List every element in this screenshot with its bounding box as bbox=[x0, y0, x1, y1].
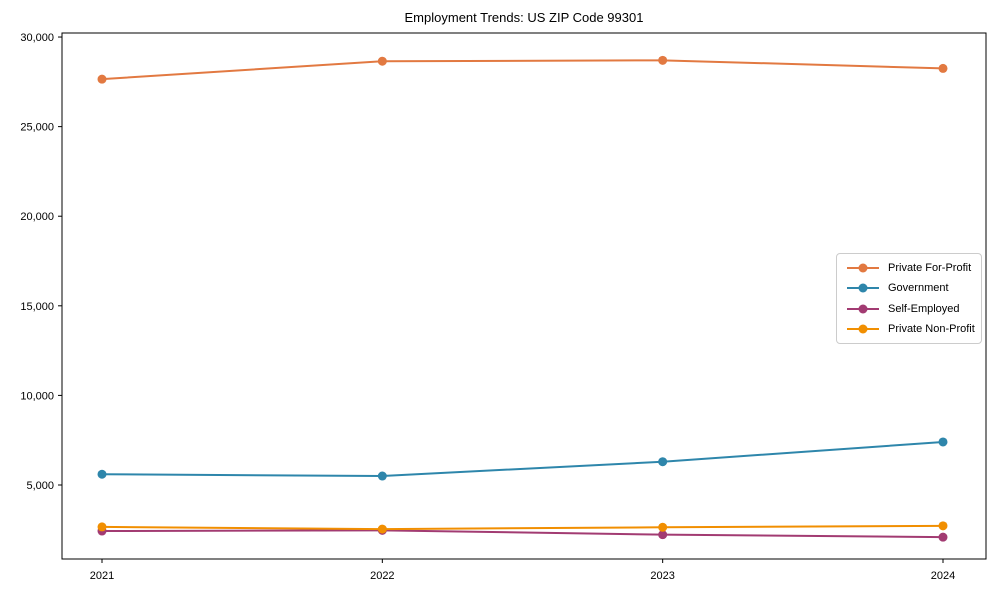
data-point-private-non-profit bbox=[658, 522, 668, 532]
plot-area-border bbox=[61, 32, 987, 560]
data-point-private-non-profit bbox=[377, 524, 387, 534]
legend-item-government: Government bbox=[846, 278, 975, 298]
legend-marker-icon bbox=[847, 283, 879, 293]
data-point-private-for-profit bbox=[938, 63, 948, 73]
series-line-private-non-profit bbox=[101, 524, 944, 531]
x-tick-label: 2021 bbox=[90, 570, 114, 582]
legend-marker-icon bbox=[847, 304, 879, 314]
data-point-private-non-profit bbox=[97, 522, 107, 532]
legend: Private For-Profit Government Self-Employe… bbox=[836, 253, 982, 344]
x-tick-label: 2022 bbox=[370, 570, 394, 582]
y-tick-label: 10,000 bbox=[20, 390, 54, 402]
series-line-self-employed bbox=[101, 529, 944, 539]
legend-marker-icon bbox=[847, 263, 879, 273]
data-point-government bbox=[658, 457, 668, 467]
chart-title: Employment Trends: US ZIP Code 99301 bbox=[404, 10, 644, 25]
data-point-self-employed bbox=[938, 532, 948, 542]
legend-label: Government bbox=[888, 282, 949, 295]
x-tick-label: 2024 bbox=[931, 570, 955, 582]
legend-item-private-for-profit: Private For-Profit bbox=[846, 258, 975, 278]
y-tick-label: 30,000 bbox=[20, 32, 54, 44]
data-point-government bbox=[97, 469, 107, 479]
data-point-self-employed bbox=[658, 530, 668, 540]
y-tick-label: 15,000 bbox=[20, 301, 54, 313]
y-tick-label: 25,000 bbox=[20, 122, 54, 134]
y-tick-label: 5,000 bbox=[26, 480, 54, 492]
legend-label: Self-Employed bbox=[888, 302, 960, 315]
series-line-government bbox=[101, 440, 944, 478]
legend-item-private-non-profit: Private Non-Profit bbox=[846, 319, 975, 339]
data-point-private-for-profit bbox=[377, 56, 387, 66]
data-point-private-for-profit bbox=[97, 74, 107, 84]
data-point-government bbox=[377, 471, 387, 481]
legend-label: Private Non-Profit bbox=[888, 322, 975, 335]
y-tick-label: 20,000 bbox=[20, 211, 54, 223]
legend-marker-icon bbox=[847, 324, 879, 334]
x-tick-label: 2023 bbox=[650, 570, 674, 582]
data-point-government bbox=[938, 437, 948, 447]
legend-item-self-employed: Self-Employed bbox=[846, 299, 975, 319]
data-point-private-for-profit bbox=[658, 55, 668, 65]
legend-label: Private For-Profit bbox=[888, 262, 972, 275]
data-point-private-non-profit bbox=[938, 521, 948, 531]
series-line-private-for-profit bbox=[101, 59, 944, 81]
